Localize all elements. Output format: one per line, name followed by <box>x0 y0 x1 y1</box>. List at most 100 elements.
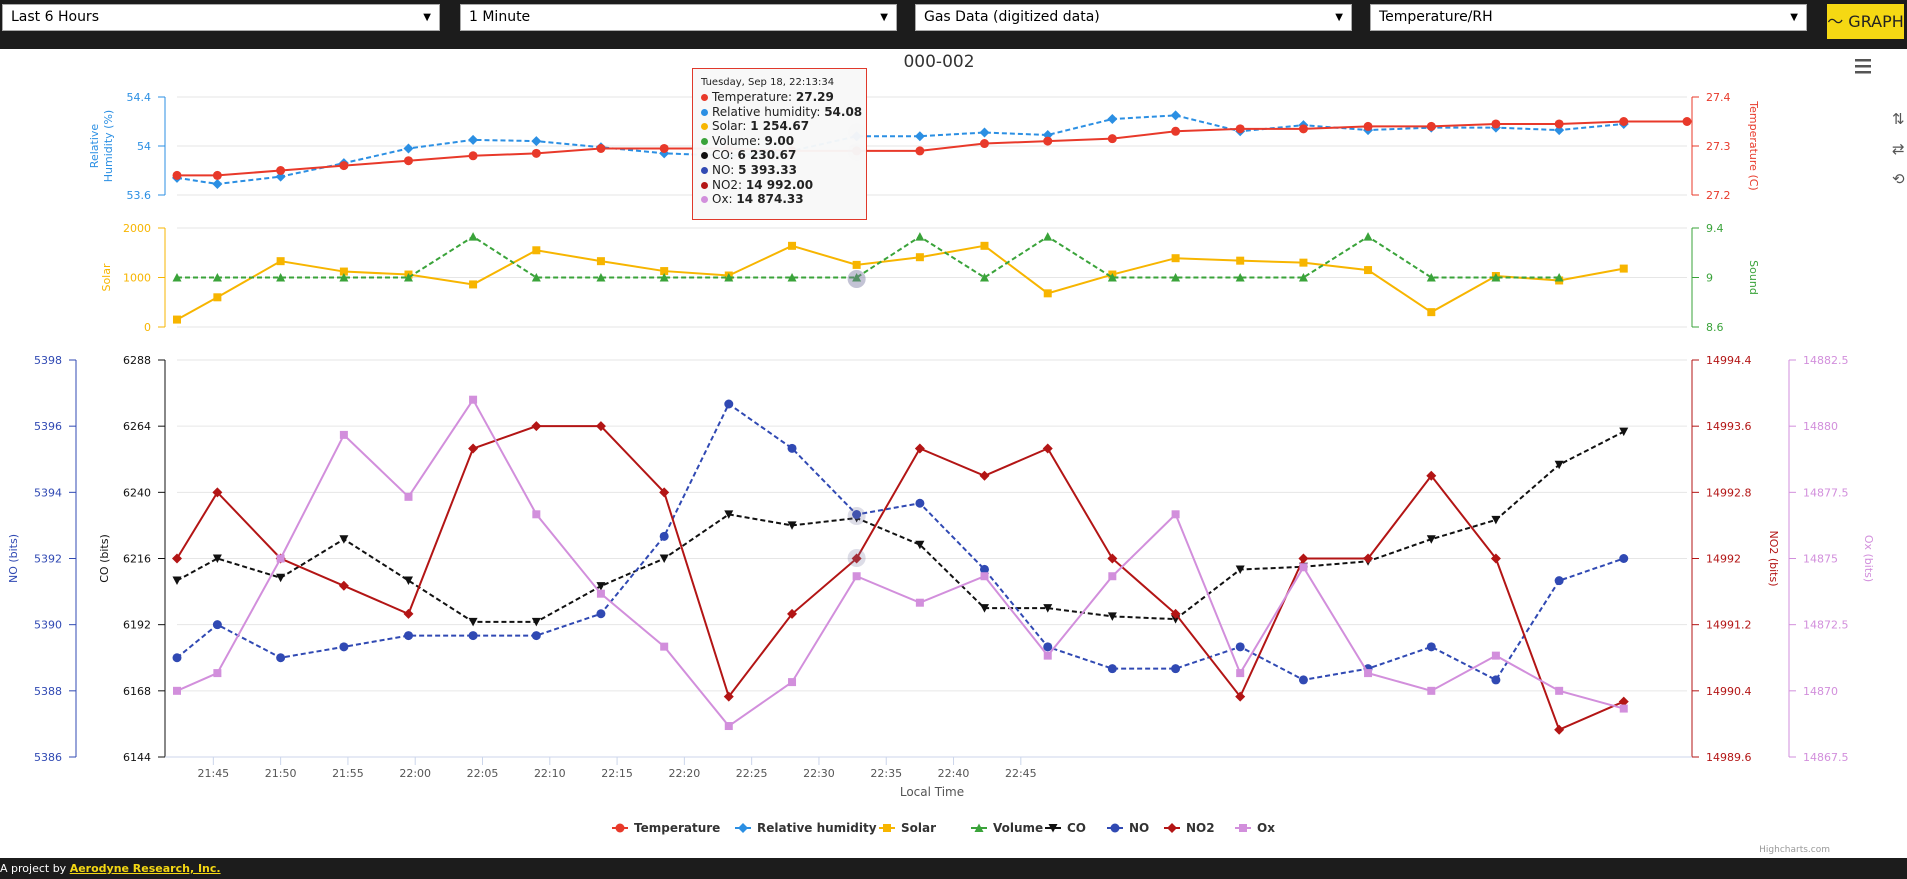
data-point <box>723 691 734 702</box>
data-point <box>979 139 989 149</box>
data-point <box>172 553 182 564</box>
legend-item[interactable]: Temperature <box>612 821 720 835</box>
tooltip-row: NO2: 14 992.00 <box>701 178 858 193</box>
data-point <box>852 273 862 282</box>
data-point <box>1554 273 1564 282</box>
data-point <box>980 241 989 250</box>
sort-icon[interactable]: ⇅ <box>1892 110 1905 128</box>
data-point <box>1043 651 1052 660</box>
y-axis-title: Ox (bits) <box>1862 535 1875 582</box>
tooltip-value: 14 874.33 <box>736 192 804 207</box>
legend-marker <box>1239 824 1247 832</box>
y-tick-label: 14989.6 <box>1706 751 1752 764</box>
menu-icon[interactable] <box>1855 59 1871 74</box>
data-point <box>1298 124 1308 134</box>
data-point <box>212 620 222 630</box>
tooltip-label: CO: <box>712 148 738 163</box>
data-point <box>403 631 413 641</box>
data-point <box>1043 136 1053 146</box>
data-point <box>212 178 223 189</box>
y-tick-label: 53.6 <box>127 189 152 202</box>
tooltip-value: 9.00 <box>764 133 795 148</box>
data-point <box>339 430 348 439</box>
legend-dot-icon <box>701 166 708 174</box>
legend-item[interactable]: CO <box>1045 821 1086 835</box>
legend-item[interactable]: Relative humidity <box>735 821 877 835</box>
chart-line-icon: 〜 <box>1827 12 1844 31</box>
tooltip-value: 27.29 <box>795 90 834 104</box>
data-point <box>1107 134 1117 144</box>
y-tick-label: 6288 <box>123 354 151 367</box>
y-tick-label: 5388 <box>34 685 62 698</box>
data-point <box>1235 273 1245 282</box>
data-point <box>468 232 478 241</box>
legend-item[interactable]: NO2 <box>1164 821 1215 835</box>
tooltip-label: NO2: <box>712 177 746 192</box>
x-tick-label: 22:45 <box>1005 767 1037 780</box>
legend-dot-icon <box>701 108 708 116</box>
footer-link[interactable]: Aerodyne Research, Inc. <box>69 862 221 875</box>
data-point <box>212 170 222 180</box>
legend-item[interactable]: NO <box>1107 821 1149 835</box>
data-point <box>1043 232 1053 241</box>
data-point <box>852 572 861 581</box>
x-tick-label: 22:10 <box>534 767 566 780</box>
y-tick-label: 8.6 <box>1706 321 1724 334</box>
series-line-no <box>176 402 1625 682</box>
data-point <box>1299 563 1308 572</box>
chart-tooltip: Tuesday, Sep 18, 22:13:34 Temperature: 2… <box>692 68 867 220</box>
data-point <box>1364 669 1373 678</box>
data-point <box>1236 256 1245 265</box>
data-point <box>1554 460 1564 470</box>
data-point <box>1043 289 1052 298</box>
data-point <box>1235 691 1246 702</box>
data-point <box>1298 553 1309 564</box>
history-icon[interactable]: ⟲ <box>1892 170 1905 188</box>
legend-marker <box>615 823 625 833</box>
data-point <box>1171 126 1181 136</box>
x-tick-label: 21:50 <box>265 767 297 780</box>
data-point <box>1426 470 1437 481</box>
interval-select[interactable]: 1 Minute ▼ <box>460 4 897 31</box>
data-source-select[interactable]: Gas Data (digitized data) ▼ <box>915 4 1352 31</box>
legend-item[interactable]: Ox <box>1235 821 1275 835</box>
dropdown-arrow-icon: ▼ <box>1335 12 1343 23</box>
time-range-select[interactable]: Last 6 Hours ▼ <box>2 4 440 31</box>
y-tick-label: 6216 <box>123 553 151 566</box>
data-point <box>338 580 349 591</box>
data-point <box>173 686 181 695</box>
data-point <box>339 267 348 276</box>
legend-item[interactable]: Solar <box>879 821 936 835</box>
y-tick-label: 6168 <box>123 685 151 698</box>
legend-dot-icon <box>701 94 708 101</box>
data-point <box>596 143 606 153</box>
dropdown-arrow-icon: ▼ <box>880 12 888 23</box>
data-point <box>531 617 541 627</box>
data-point <box>403 156 413 166</box>
data-point <box>1426 642 1436 652</box>
data-point <box>213 669 222 678</box>
data-point <box>403 273 413 282</box>
data-point <box>1235 642 1245 652</box>
data-point <box>979 127 990 138</box>
y-tick-label: 14867.5 <box>1803 751 1849 764</box>
x-axis-title: Local Time <box>900 785 964 799</box>
data-point <box>276 573 286 583</box>
y-axis-title: Humidity (%) <box>102 110 115 182</box>
legend-item[interactable]: Volume <box>971 821 1043 835</box>
y-axis-title: Sound <box>1747 260 1760 295</box>
data-point <box>173 315 181 324</box>
y-axis-title: Solar <box>100 263 113 292</box>
graph-type-select[interactable]: Temperature/RH ▼ <box>1370 4 1807 31</box>
data-point <box>532 510 541 519</box>
swap-icon[interactable]: ⇄ <box>1892 140 1905 158</box>
data-point <box>1554 724 1565 735</box>
data-point <box>276 554 285 563</box>
data-point <box>1298 675 1308 685</box>
x-tick-label: 22:30 <box>803 767 835 780</box>
y-tick-label: 1000 <box>123 272 151 285</box>
graph-button[interactable]: 〜 GRAPH <box>1827 4 1904 39</box>
data-point <box>1235 124 1245 134</box>
tooltip-value: 54.08 <box>824 104 863 119</box>
data-point <box>468 617 478 627</box>
